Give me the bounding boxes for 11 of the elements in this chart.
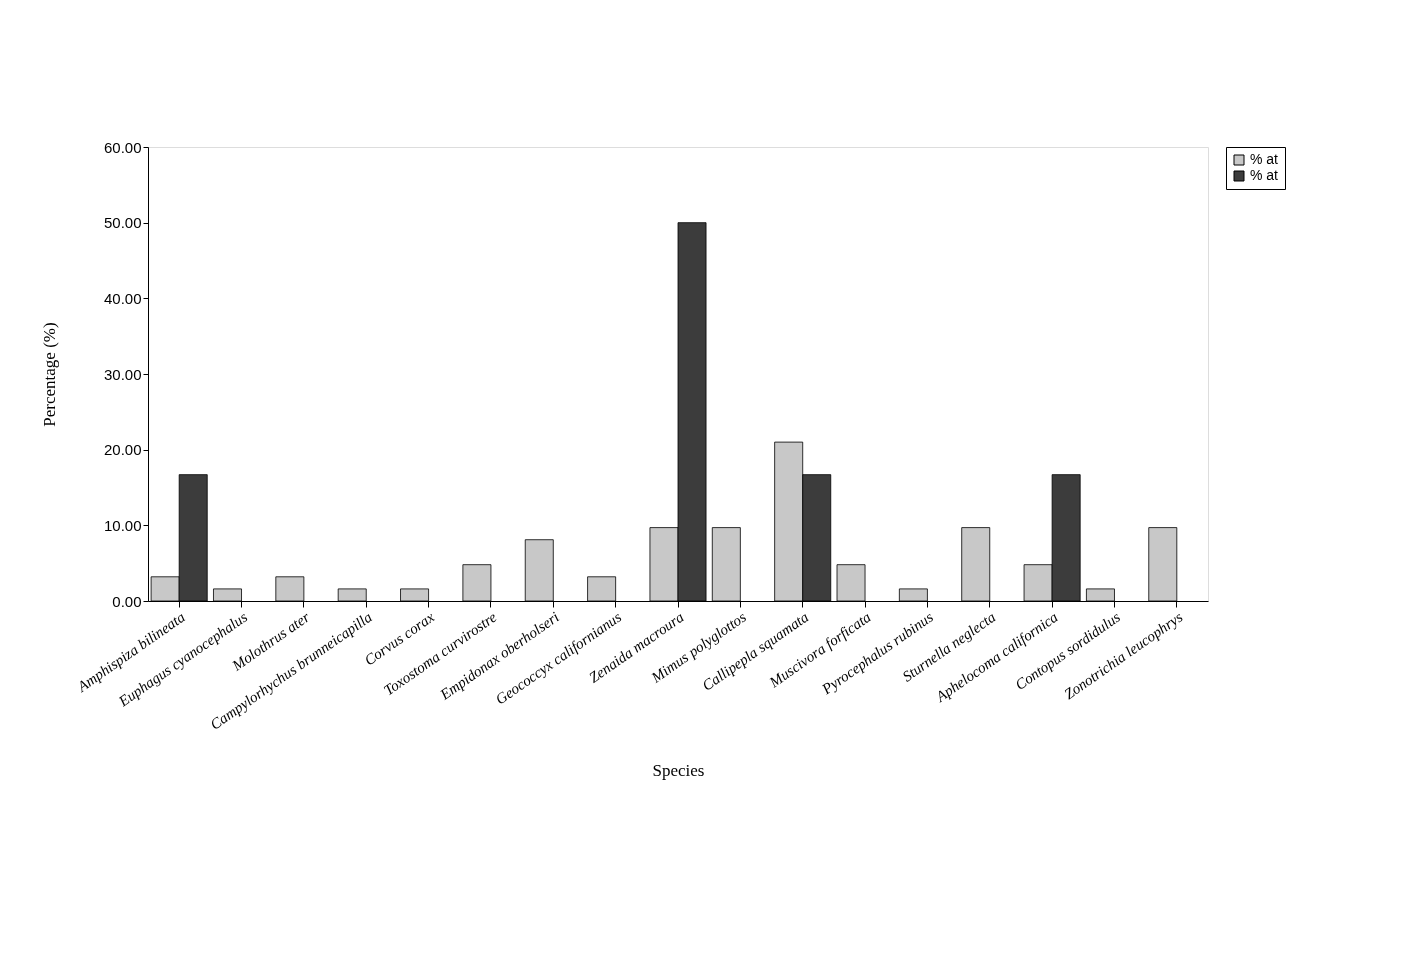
y-tick-label: 40.00 xyxy=(103,289,142,307)
x-axis-title: Species xyxy=(652,760,705,780)
y-tick-label: 10.00 xyxy=(103,516,142,534)
legend-label: % at xyxy=(1250,151,1279,167)
legend-label: % at xyxy=(1250,167,1279,183)
y-tick-label: 50.00 xyxy=(103,214,142,232)
y-tick-label: 30.00 xyxy=(103,365,142,383)
y-axis-title: Percentage (%) xyxy=(39,322,59,427)
y-tick-label: 0.00 xyxy=(112,592,142,610)
y-tick-label: 60.00 xyxy=(103,138,142,156)
y-tick-label: 20.00 xyxy=(103,441,142,459)
